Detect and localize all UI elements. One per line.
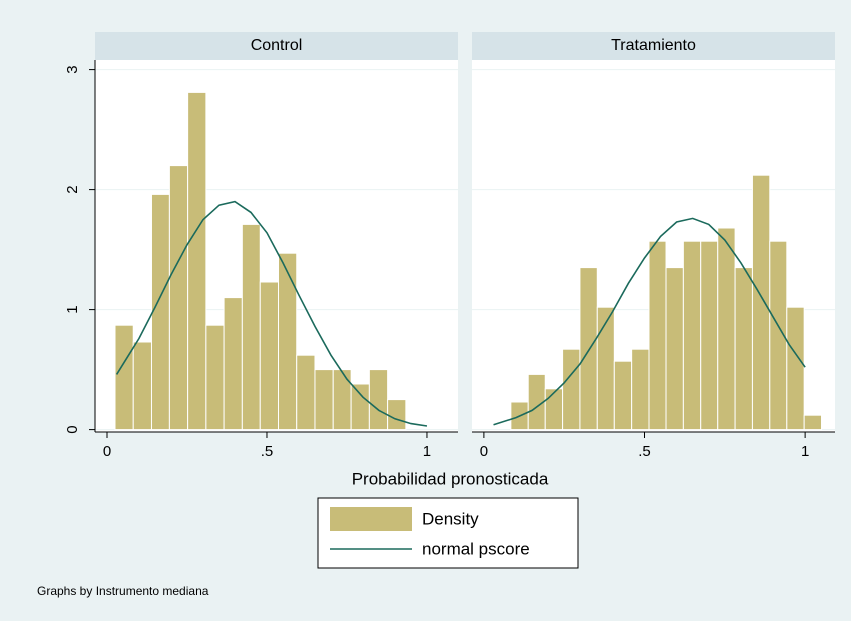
bar <box>132 341 152 431</box>
bar <box>579 267 598 431</box>
x-tick-label: .5 <box>261 443 274 460</box>
y-tick-label: 1 <box>64 305 81 313</box>
normal-curve <box>493 217 806 426</box>
bar <box>296 354 316 431</box>
bar <box>241 223 261 431</box>
bar <box>751 174 771 431</box>
bar <box>613 360 633 431</box>
y-tick-label: 0 <box>64 425 81 433</box>
bar <box>168 165 189 431</box>
bar <box>562 348 581 431</box>
bar <box>648 240 667 431</box>
panel-title: Control <box>251 37 303 54</box>
panel-title: Tratamiento <box>611 37 696 54</box>
x-tick-label: 1 <box>801 443 809 460</box>
x-tick-label: 0 <box>103 443 111 460</box>
bar <box>596 306 615 431</box>
bar <box>665 267 684 431</box>
bar <box>682 240 702 431</box>
note: Graphs by Instrumento mediana <box>37 584 209 598</box>
x-tick-label: .5 <box>638 443 651 460</box>
bar <box>786 306 805 431</box>
x-axis-title: Probabilidad pronosticada <box>352 469 549 488</box>
bar <box>150 193 170 431</box>
bar <box>332 369 352 431</box>
bar <box>803 414 823 431</box>
bar <box>277 252 298 431</box>
legend-swatch <box>330 507 412 531</box>
bar <box>387 399 407 431</box>
bar <box>187 91 207 431</box>
legend-label: normal pscore <box>422 539 530 558</box>
bar <box>350 383 370 431</box>
bar <box>314 369 334 431</box>
bar <box>205 324 225 431</box>
x-tick-label: 0 <box>480 443 488 460</box>
y-tick-label: 3 <box>64 65 81 73</box>
x-tick-label: 1 <box>423 443 431 460</box>
legend-label: Density <box>422 509 479 528</box>
normal-curve <box>115 200 428 427</box>
bar <box>631 348 650 431</box>
bar <box>717 227 736 431</box>
bar <box>700 240 719 431</box>
bar <box>223 297 243 431</box>
bar <box>368 369 389 431</box>
y-tick-label: 2 <box>64 185 81 193</box>
bar <box>544 388 564 431</box>
bar <box>734 267 753 431</box>
bar <box>114 324 134 431</box>
bar <box>259 281 279 431</box>
panel-header <box>472 32 835 60</box>
panel-header <box>95 32 458 60</box>
